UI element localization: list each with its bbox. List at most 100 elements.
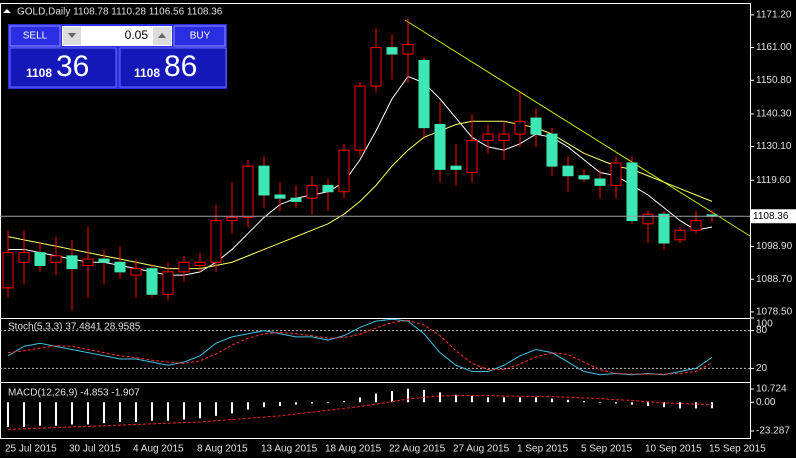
- candle-body: [274, 194, 286, 199]
- candle-body: [418, 59, 430, 129]
- macd-bar: [631, 402, 633, 405]
- macd-bar: [183, 402, 185, 420]
- candle-body: [530, 117, 542, 135]
- buy-button[interactable]: [173, 25, 226, 47]
- x-tick-label: 18 Aug 2015: [325, 444, 382, 455]
- candle-body: [210, 220, 222, 263]
- candle-body: [226, 216, 238, 222]
- candle-body: [562, 165, 574, 177]
- candle-body: [690, 220, 702, 231]
- candle-body: [546, 133, 558, 167]
- macd-bar: [39, 402, 41, 426]
- macd-bar: [519, 397, 521, 403]
- macd-bar: [23, 402, 25, 427]
- trend-line: [404, 19, 751, 237]
- macd-bar: [679, 402, 681, 409]
- candle-body: [258, 165, 270, 196]
- y-tick-label: 1150.80: [756, 75, 792, 86]
- macd-bar: [135, 402, 137, 423]
- candle-body: [178, 261, 190, 273]
- buy-label[interactable]: BUY: [190, 31, 211, 42]
- candle-body: [370, 47, 382, 87]
- macd-bar: [471, 396, 473, 403]
- candle-body: [162, 271, 174, 295]
- macd-bar: [535, 397, 537, 403]
- candle-body: [386, 47, 398, 55]
- x-tick-label: 13 Aug 2015: [261, 444, 318, 455]
- candle-body: [354, 85, 366, 151]
- y-tick-label: 100: [756, 319, 773, 330]
- y-tick-label: 80: [756, 325, 768, 336]
- macd-bar: [455, 394, 457, 403]
- candle-body: [610, 162, 622, 186]
- candle-body: [194, 261, 206, 266]
- candle-body: [498, 133, 510, 142]
- macd-bar: [231, 402, 233, 414]
- macd-bar: [647, 402, 649, 406]
- candle-body: [578, 175, 590, 180]
- x-tick-label: 1 Sep 2015: [517, 444, 569, 455]
- y-tick-label: 1098.90: [756, 241, 793, 252]
- candle-body: [130, 268, 142, 276]
- macd-bar: [503, 397, 505, 403]
- arrow-up: [158, 33, 166, 38]
- stoch-line: [7, 318, 713, 376]
- y-tick-label: 1130.10: [756, 141, 792, 152]
- macd-bar: [599, 402, 601, 403]
- candle-body: [450, 165, 462, 170]
- x-tick-label: 8 Aug 2015: [197, 444, 248, 455]
- x-tick-label: 4 Aug 2015: [133, 444, 184, 455]
- lot-input[interactable]: [62, 26, 172, 46]
- stoch-title: Stoch(5,3,3) 37.4841 28.9585: [8, 322, 141, 333]
- macd-bar: [247, 402, 249, 410]
- macd-title: MACD(12,26,9) -4.853 -1.907: [8, 388, 140, 399]
- x-tick-label: 30 Jul 2015: [69, 444, 121, 455]
- candle-body: [338, 149, 350, 193]
- moving-average: [7, 120, 713, 270]
- candle-body: [322, 184, 334, 193]
- candle-body: [146, 268, 158, 295]
- lot-value[interactable]: 0.05: [125, 28, 149, 42]
- macd-bar: [407, 388, 409, 403]
- candle-body: [242, 165, 254, 218]
- macd-bar: [7, 402, 9, 427]
- bid-big: 36: [56, 50, 89, 83]
- candle-body: [642, 213, 654, 225]
- macd-bar: [215, 402, 217, 416]
- bid-box[interactable]: [9, 47, 117, 88]
- macd-bar: [151, 402, 153, 421]
- y-tick-label: 1140.30: [756, 109, 792, 120]
- candle-body: [82, 258, 94, 266]
- macd-bar: [167, 402, 169, 421]
- macd-bar: [567, 399, 569, 403]
- x-tick-label: 15 Sep 2015: [709, 444, 766, 455]
- arrow-down: [68, 33, 76, 38]
- macd-bar: [695, 402, 697, 409]
- macd-bar: [487, 397, 489, 403]
- candle-body: [50, 255, 62, 263]
- candle-body: [466, 140, 478, 174]
- ask-small: 1108: [134, 66, 160, 80]
- macd-bar: [55, 402, 57, 426]
- sell-button[interactable]: [9, 25, 61, 47]
- candle-body: [674, 229, 686, 241]
- macd-bar: [119, 402, 121, 423]
- ask-big: 86: [164, 50, 197, 83]
- last-price-box: [750, 209, 796, 224]
- macd-bar: [311, 402, 313, 404]
- macd-bar: [87, 402, 89, 425]
- x-tick-label: 27 Aug 2015: [453, 444, 510, 455]
- macd-bar: [279, 402, 281, 406]
- candle-body: [66, 255, 78, 270]
- sell-label[interactable]: SELL: [23, 31, 48, 42]
- ask-box[interactable]: [119, 47, 227, 88]
- x-tick-label: 10 Sep 2015: [645, 444, 702, 455]
- y-tick-label: 1088.70: [756, 274, 793, 285]
- candle-body: [114, 261, 126, 273]
- macd-bar: [263, 402, 265, 408]
- macd-bar: [295, 402, 297, 405]
- macd-bar: [551, 398, 553, 403]
- candle-body: [594, 178, 606, 186]
- macd-bar: [375, 393, 377, 403]
